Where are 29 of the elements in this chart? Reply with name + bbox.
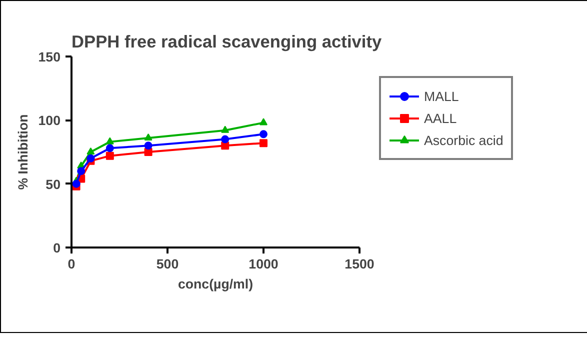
x-tick-label: 1000	[248, 256, 278, 272]
point	[106, 144, 114, 152]
point	[144, 142, 152, 150]
point	[221, 135, 230, 144]
point	[144, 133, 152, 141]
y-tick-label: 150	[38, 50, 61, 64]
point	[106, 137, 114, 144]
point	[260, 130, 268, 138]
point	[260, 139, 268, 148]
point	[260, 118, 268, 126]
point	[221, 126, 230, 133]
legend-label: AALL	[424, 110, 457, 126]
point	[72, 180, 80, 188]
x-axis-title: conc(µg/ml)	[178, 276, 254, 292]
point	[144, 148, 152, 156]
x-tick-label: 1500	[344, 256, 374, 272]
point	[77, 167, 86, 176]
legend-label: Ascorbic acid	[424, 132, 504, 148]
x-tick-label: 0	[68, 256, 76, 272]
y-axis-title: % Inhibition	[15, 114, 30, 190]
chart-title: DPPH free radical scavenging activity	[72, 32, 382, 52]
x-tick-label: 500	[156, 256, 179, 272]
point	[86, 154, 95, 162]
y-tick-label: 50	[46, 176, 61, 192]
y-tick-label: 100	[38, 113, 61, 128]
point	[106, 152, 114, 160]
legend-label: MALL	[424, 88, 459, 104]
y-tick-label: 0	[53, 240, 61, 256]
point	[86, 147, 95, 155]
